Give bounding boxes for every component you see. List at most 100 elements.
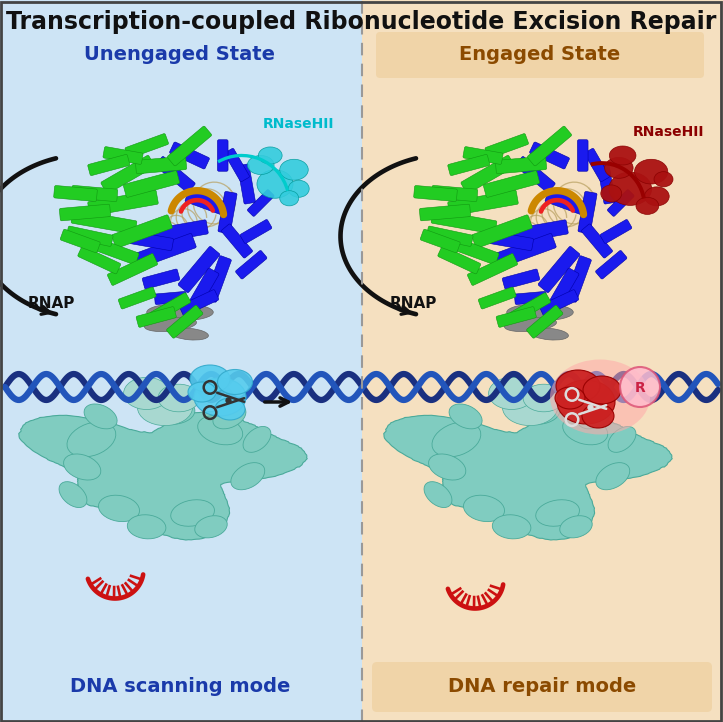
Ellipse shape	[536, 500, 579, 526]
Ellipse shape	[505, 318, 557, 331]
FancyBboxPatch shape	[225, 148, 249, 182]
FancyBboxPatch shape	[155, 157, 195, 193]
FancyBboxPatch shape	[448, 155, 489, 175]
Ellipse shape	[194, 516, 227, 538]
Bar	[362, 0, 723, 722]
FancyBboxPatch shape	[545, 189, 592, 217]
FancyBboxPatch shape	[71, 210, 137, 234]
Ellipse shape	[247, 155, 274, 175]
Ellipse shape	[145, 318, 197, 331]
FancyBboxPatch shape	[372, 662, 712, 712]
FancyBboxPatch shape	[607, 190, 634, 217]
Ellipse shape	[153, 399, 195, 425]
FancyBboxPatch shape	[124, 170, 179, 197]
FancyBboxPatch shape	[168, 126, 212, 166]
FancyBboxPatch shape	[527, 126, 572, 166]
FancyBboxPatch shape	[485, 134, 529, 158]
Ellipse shape	[560, 516, 592, 538]
Ellipse shape	[243, 427, 271, 452]
FancyBboxPatch shape	[376, 32, 704, 78]
FancyBboxPatch shape	[72, 186, 118, 201]
Bar	[0, 0, 362, 722]
FancyBboxPatch shape	[54, 186, 98, 201]
FancyBboxPatch shape	[178, 246, 220, 292]
Ellipse shape	[578, 404, 611, 429]
Ellipse shape	[583, 376, 621, 404]
Ellipse shape	[604, 157, 633, 178]
FancyBboxPatch shape	[600, 219, 632, 243]
Ellipse shape	[137, 389, 192, 425]
Ellipse shape	[218, 370, 252, 394]
Ellipse shape	[171, 329, 208, 340]
FancyBboxPatch shape	[205, 256, 231, 303]
Ellipse shape	[258, 147, 282, 164]
Ellipse shape	[502, 389, 557, 425]
FancyBboxPatch shape	[489, 231, 534, 251]
FancyBboxPatch shape	[526, 305, 563, 338]
Ellipse shape	[523, 384, 565, 412]
FancyBboxPatch shape	[510, 292, 551, 322]
Ellipse shape	[644, 187, 669, 206]
FancyBboxPatch shape	[240, 219, 272, 243]
Ellipse shape	[635, 160, 668, 184]
Ellipse shape	[596, 463, 630, 490]
FancyBboxPatch shape	[125, 134, 168, 158]
Ellipse shape	[562, 416, 608, 445]
FancyBboxPatch shape	[515, 292, 547, 305]
Ellipse shape	[231, 463, 265, 490]
FancyBboxPatch shape	[578, 140, 588, 171]
Circle shape	[620, 367, 660, 407]
FancyBboxPatch shape	[448, 236, 499, 265]
Ellipse shape	[147, 391, 184, 414]
Ellipse shape	[449, 404, 482, 429]
FancyBboxPatch shape	[166, 305, 203, 338]
FancyBboxPatch shape	[170, 142, 210, 169]
Ellipse shape	[194, 378, 246, 416]
Ellipse shape	[531, 329, 568, 340]
FancyBboxPatch shape	[88, 236, 139, 265]
FancyBboxPatch shape	[539, 290, 578, 316]
Ellipse shape	[124, 378, 170, 409]
FancyBboxPatch shape	[103, 147, 143, 165]
Ellipse shape	[280, 160, 308, 180]
Ellipse shape	[188, 382, 216, 402]
Ellipse shape	[636, 197, 659, 214]
Ellipse shape	[429, 454, 466, 480]
Ellipse shape	[518, 399, 560, 425]
FancyBboxPatch shape	[596, 251, 627, 279]
FancyBboxPatch shape	[438, 246, 481, 274]
FancyBboxPatch shape	[467, 253, 518, 285]
FancyBboxPatch shape	[142, 269, 180, 289]
FancyBboxPatch shape	[565, 256, 591, 303]
Ellipse shape	[609, 172, 651, 205]
FancyBboxPatch shape	[135, 156, 187, 174]
FancyBboxPatch shape	[185, 189, 232, 217]
Ellipse shape	[557, 380, 615, 424]
FancyBboxPatch shape	[515, 157, 555, 193]
FancyBboxPatch shape	[495, 156, 547, 174]
FancyBboxPatch shape	[479, 287, 516, 309]
FancyBboxPatch shape	[179, 290, 219, 316]
FancyBboxPatch shape	[247, 190, 274, 217]
FancyBboxPatch shape	[463, 147, 503, 165]
Ellipse shape	[609, 146, 636, 165]
Ellipse shape	[582, 404, 614, 428]
Ellipse shape	[550, 360, 650, 435]
FancyBboxPatch shape	[529, 142, 570, 169]
Ellipse shape	[84, 404, 117, 429]
Text: RNaseHII: RNaseHII	[262, 117, 334, 131]
FancyBboxPatch shape	[67, 226, 113, 246]
FancyBboxPatch shape	[11, 32, 349, 78]
Ellipse shape	[64, 454, 100, 480]
FancyBboxPatch shape	[431, 210, 497, 234]
Ellipse shape	[190, 365, 230, 393]
FancyBboxPatch shape	[414, 186, 457, 201]
FancyBboxPatch shape	[189, 268, 219, 309]
Ellipse shape	[147, 304, 213, 321]
FancyBboxPatch shape	[581, 224, 612, 258]
Text: RNAP: RNAP	[28, 297, 75, 311]
Polygon shape	[19, 412, 307, 540]
FancyBboxPatch shape	[484, 170, 539, 197]
FancyBboxPatch shape	[101, 155, 155, 193]
Ellipse shape	[158, 384, 200, 412]
